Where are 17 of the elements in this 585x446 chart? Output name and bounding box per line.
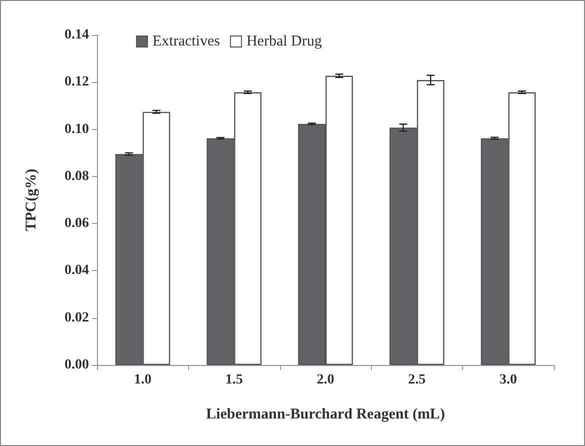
y-axis-title: TPC(g%) xyxy=(24,168,40,232)
x-tick-label: 2.0 xyxy=(316,372,334,388)
x-tick-label: 1.0 xyxy=(134,372,152,388)
x-tick-label: 3.0 xyxy=(500,372,518,388)
legend-label: Herbal Drug xyxy=(246,34,322,50)
y-tick-label: 0.00 xyxy=(64,358,89,372)
y-tick-label: 0.10 xyxy=(64,122,89,137)
x-tick-label: 1.5 xyxy=(225,372,243,388)
x-tick-label: 2.5 xyxy=(408,372,426,388)
y-tick-label: 0.04 xyxy=(64,263,89,278)
y-tick-label: 0.14 xyxy=(64,28,89,42)
y-tick-label: 0.12 xyxy=(64,74,89,90)
x-axis-title: Liebermann-Burchard Reagent (mL) xyxy=(206,406,445,422)
legend-label: Extractives xyxy=(152,34,220,50)
y-tick-label: 0.02 xyxy=(64,310,89,326)
y-tick-label: 0.08 xyxy=(64,168,89,184)
y-tick-label: 0.06 xyxy=(64,216,89,232)
